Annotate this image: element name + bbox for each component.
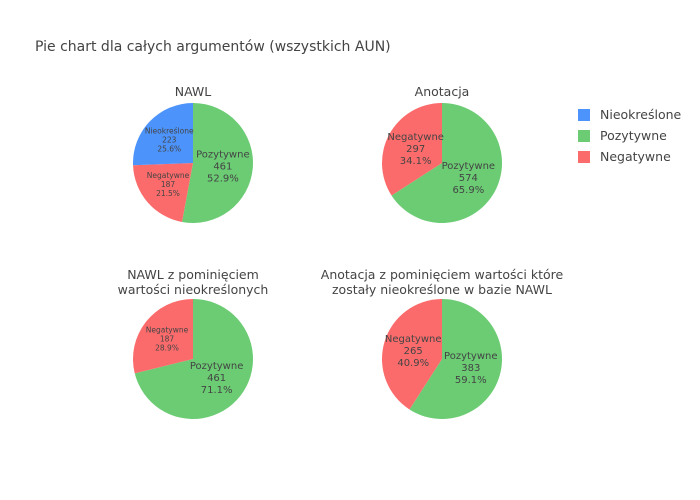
slice-label-name: Negatywne (387, 132, 444, 143)
slice-label-percent: 21.5% (156, 189, 180, 198)
slice-label-percent: 28.9% (155, 343, 179, 352)
pie-chart-4: Anotacja z pominięciem wartości którezos… (321, 267, 564, 419)
slice-label-name: Negatywne (385, 334, 442, 345)
slice-label-percent: 65.9% (452, 185, 484, 196)
legend: Nieokreślone Pozytywne Negatywne (578, 107, 682, 164)
slice-label-percent: 34.1% (400, 156, 432, 167)
pie-title: Anotacja (415, 84, 470, 99)
legend-swatch (578, 109, 590, 121)
pie-slice-negatywne[interactable] (381, 299, 442, 410)
legend-label: Pozytywne (600, 128, 667, 143)
slice-label-percent: 71.1% (201, 385, 233, 396)
slice-label-value: 461 (213, 161, 232, 172)
slice-label-value: 383 (461, 363, 480, 374)
slice-label-value: 187 (161, 180, 176, 189)
slice-label-value: 223 (162, 136, 177, 145)
pie-slice-nieokreslone[interactable] (132, 103, 193, 166)
pie-title: zostały nieokreślone w bazie NAWL (332, 282, 552, 297)
pie-charts: NAWLPozytywne46152.9%Negatywne18721.5%Ni… (118, 84, 564, 419)
legend-label: Nieokreślone (600, 107, 682, 122)
slice-label-name: Pozytywne (190, 361, 243, 372)
slice-label-percent: 40.9% (397, 358, 429, 369)
slice-label-name: Negatywne (146, 325, 189, 334)
pie-slice-negatywne[interactable] (132, 299, 193, 374)
figure-title: Pie chart dla całych argumentów (wszystk… (35, 39, 391, 55)
slice-label-name: Pozytywne (444, 351, 497, 362)
slice-label-value: 265 (404, 346, 423, 357)
legend-item-pozytywne[interactable]: Pozytywne (578, 128, 667, 143)
pie-slice-pozytywne[interactable] (182, 103, 253, 223)
pie-title: NAWL z pominięciem (127, 267, 259, 282)
pie-slice-negatywne[interactable] (382, 103, 442, 196)
slice-label-value: 187 (160, 334, 175, 343)
slice-label-value: 297 (406, 144, 425, 155)
slice-label-name: Nieokreślone (145, 127, 194, 136)
slice-label-name: Negatywne (147, 171, 190, 180)
pie-title: NAWL (175, 84, 212, 99)
pie-title: wartości nieokreślonych (118, 282, 269, 297)
pie-slice-pozytywne[interactable] (391, 102, 503, 223)
legend-item-negatywne[interactable]: Negatywne (578, 149, 671, 164)
pie-slice-pozytywne[interactable] (409, 299, 502, 419)
slice-label-percent: 52.9% (207, 173, 239, 184)
legend-label: Negatywne (600, 149, 671, 164)
legend-swatch (578, 151, 590, 163)
slice-label-name: Pozytywne (196, 149, 249, 160)
pie-slice-pozytywne[interactable] (134, 299, 253, 419)
slice-label-name: Pozytywne (442, 161, 495, 172)
slice-label-value: 574 (459, 173, 478, 184)
slice-label-percent: 25.6% (157, 145, 181, 154)
pie-slice-negatywne[interactable] (133, 163, 193, 222)
slice-label-value: 461 (207, 373, 226, 384)
slice-label-percent: 59.1% (455, 375, 487, 386)
pie-title: Anotacja z pominięciem wartości które (321, 267, 564, 282)
legend-swatch (578, 130, 590, 142)
legend-item-nieokreslone[interactable]: Nieokreślone (578, 107, 682, 122)
